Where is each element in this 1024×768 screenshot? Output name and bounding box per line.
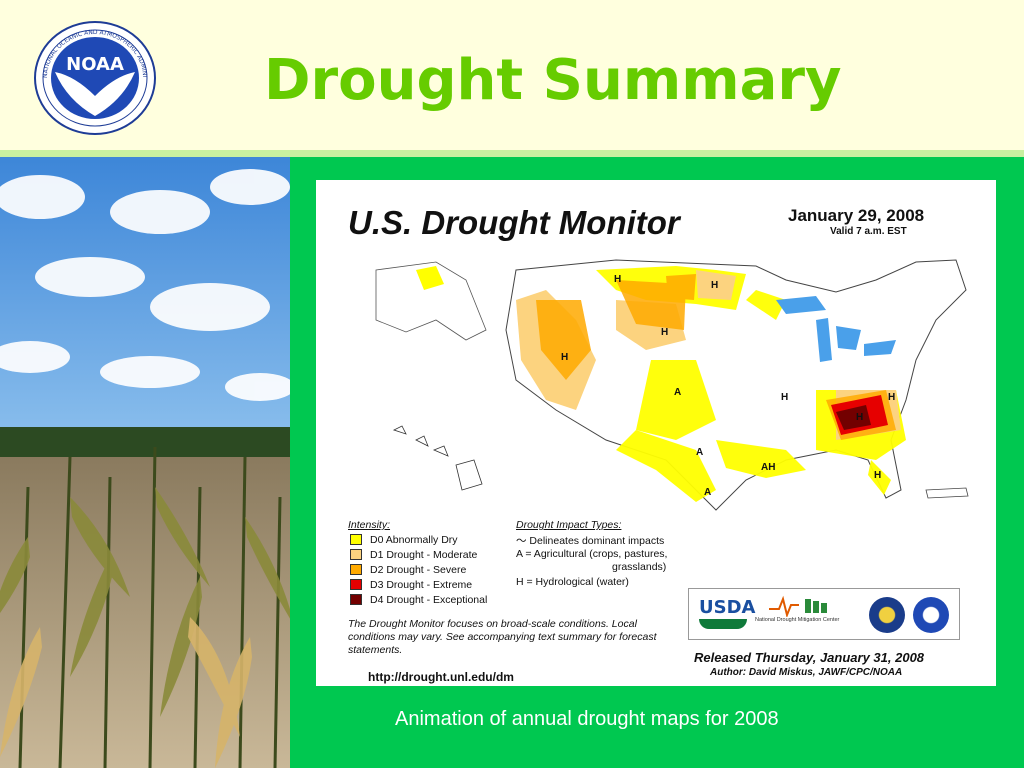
legend-d2: D2 Drought - Severe: [350, 563, 466, 576]
noaa-logo-text: NOAA: [66, 54, 124, 75]
legend-d3: D3 Drought - Extreme: [350, 578, 472, 591]
map-label: H: [561, 352, 568, 363]
drought-field-photo: [0, 157, 290, 768]
map-label: H: [888, 392, 895, 403]
legend-d0: D0 Abnormally Dry: [350, 533, 458, 546]
legend-swatch: [350, 549, 362, 560]
impact-label: Delineates dominant impacts: [529, 535, 665, 547]
impact-hydrological: H = Hydrological (water): [516, 576, 629, 588]
map-label: AH: [761, 462, 775, 473]
slide-header: [0, 0, 1024, 150]
legend-label: D4 Drought - Exceptional: [370, 593, 488, 606]
map-label: H: [614, 274, 621, 285]
impact-agricultural: A = Agricultural (crops, pastures,: [516, 548, 668, 560]
map-label: H: [661, 327, 668, 338]
alaska-shape: [375, 261, 487, 341]
map-label: A: [696, 447, 703, 458]
commerce-seal-icon: [869, 597, 905, 633]
legend-label: D0 Abnormally Dry: [370, 533, 458, 546]
legend-d4: D4 Drought - Exceptional: [350, 593, 487, 606]
impact-line-icon: 〜: [516, 535, 527, 547]
legend-swatch: [350, 564, 362, 575]
map-url[interactable]: http://drought.unl.edu/dm: [368, 670, 514, 684]
drought-monitor-map: U.S. Drought Monitor January 29, 2008 Va…: [316, 180, 996, 686]
intensity-heading: Intensity:: [348, 519, 391, 531]
map-label: H: [874, 470, 881, 481]
legend-swatch: [350, 579, 362, 590]
map-date: January 29, 2008: [788, 206, 925, 225]
map-label: A: [674, 387, 681, 398]
map-label: H: [711, 280, 718, 291]
impact-heading: Drought Impact Types:: [516, 519, 622, 531]
map-valid-time: Valid 7 a.m. EST: [830, 226, 907, 237]
legend-label: D3 Drought - Extreme: [370, 578, 473, 591]
legend-swatch: [350, 534, 362, 545]
header-divider: [0, 150, 1024, 157]
legend-label: D2 Drought - Severe: [370, 563, 467, 576]
map-label: H: [856, 412, 863, 423]
impact-agricultural-cont: grasslands): [612, 561, 667, 573]
usda-logo-bar: [699, 619, 747, 629]
legend-d1: D1 Drought - Moderate: [350, 548, 477, 561]
slide-title: Drought Summary: [264, 48, 842, 113]
map-author: Author: David Miskus, JAWF/CPC/NOAA: [710, 667, 903, 678]
noaa-logo: NOAA NATIONAL OCEANIC AND ATMOSPHERIC AD…: [33, 20, 156, 135]
map-label: H: [781, 392, 788, 403]
impact-delineates: 〜 Delineates dominant impacts: [516, 533, 664, 548]
map-title: U.S. Drought Monitor: [348, 204, 680, 241]
puerto-rico-shape: [925, 487, 969, 499]
released-date: Released Thursday, January 31, 2008: [694, 650, 925, 665]
legend-label: D1 Drought - Moderate: [370, 548, 478, 561]
ndmc-logo: National Drought Mitigation Center: [755, 617, 840, 623]
hawaii-shape: [392, 425, 483, 491]
partner-logos: USDA National Drought Mitigation Center: [688, 588, 960, 640]
legend-swatch: [350, 594, 362, 605]
us-drought-map: H H H H A A AH H H A H H: [375, 259, 969, 511]
noaa-seal-icon: [913, 597, 949, 633]
map-note: The Drought Monitor focuses on broad-sca…: [348, 618, 657, 656]
ndmc-logo-icon: [769, 595, 827, 617]
animation-caption[interactable]: Animation of annual drought maps for 200…: [395, 708, 779, 730]
map-label: A: [704, 487, 711, 498]
usda-logo: USDA: [699, 597, 756, 618]
